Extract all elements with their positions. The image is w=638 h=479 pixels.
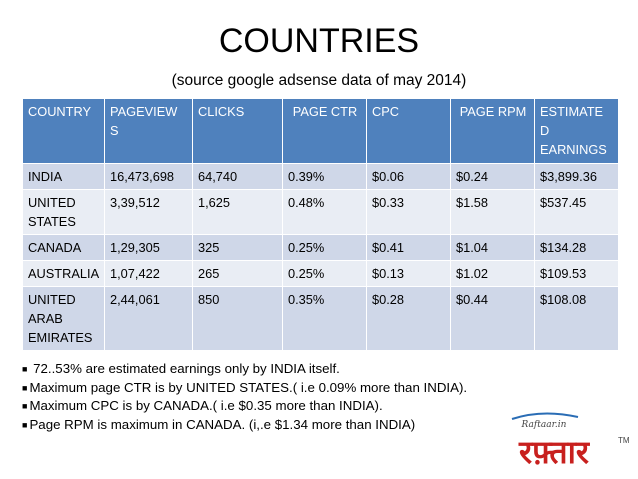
table-cell: 265 xyxy=(192,260,283,287)
list-item: ■ 72..53% are estimated earnings only by… xyxy=(22,360,467,379)
table-cell: $0.33 xyxy=(366,189,451,235)
table-row: CANADA 1,29,305 325 0.25% $0.41 $1.04 $1… xyxy=(22,234,619,261)
list-item: ■ Maximum page CTR is by UNITED STATES.( … xyxy=(22,379,467,398)
table-row: UNITED ARAB EMIRATES 2,44,061 850 0.35% … xyxy=(22,286,619,351)
table-cell: $109.53 xyxy=(534,260,619,287)
table-cell: $1.58 xyxy=(450,189,535,235)
square-bullet-icon: ■ xyxy=(22,419,28,430)
column-header: CLICKS xyxy=(192,98,283,164)
table-cell: 1,07,422 xyxy=(104,260,193,287)
table-cell: 1,29,305 xyxy=(104,234,193,261)
table-cell: $0.13 xyxy=(366,260,451,287)
column-header: PAGE CTR xyxy=(282,98,367,164)
table-cell: 325 xyxy=(192,234,283,261)
note-text: Maximum CPC is by CANADA.( i.e $0.35 mor… xyxy=(29,398,383,413)
table-row: UNITED STATES 3,39,512 1,625 0.48% $0.33… xyxy=(22,189,619,235)
column-header: PAGE RPM xyxy=(450,98,535,164)
table-cell: UNITED ARAB EMIRATES xyxy=(22,286,105,351)
table-cell: UNITED STATES xyxy=(22,189,105,235)
table-cell: 850 xyxy=(192,286,283,351)
note-text: Page RPM is maximum in CANADA. (i,.e $1.… xyxy=(29,416,416,432)
table-cell: 1,625 xyxy=(192,189,283,235)
table-cell: $134.28 xyxy=(534,234,619,261)
table-cell: 64,740 xyxy=(192,163,283,190)
column-header: COUNTRY xyxy=(22,98,105,164)
table-row: INDIA 16,473,698 64,740 0.39% $0.06 $0.2… xyxy=(22,163,619,190)
countries-table: COUNTRY PAGEVIEW S CLICKS PAGE CTR CPC P… xyxy=(22,98,619,351)
table-cell: 0.25% xyxy=(282,234,367,261)
table-cell: 0.48% xyxy=(282,189,367,235)
square-bullet-icon: ■ xyxy=(22,364,28,374)
table-cell: 0.25% xyxy=(282,260,367,287)
table-cell: $0.24 xyxy=(450,163,535,190)
table-cell: $1.02 xyxy=(450,260,535,287)
table-cell: 0.35% xyxy=(282,286,367,351)
table-cell: $0.28 xyxy=(366,286,451,351)
list-item: ■ Maximum CPC is by CANADA.( i.e $0.35 mo… xyxy=(22,397,467,416)
logo-trademark: TM xyxy=(618,436,630,445)
table-cell: $1.04 xyxy=(450,234,535,261)
table-cell: 3,39,512 xyxy=(104,189,193,235)
table-cell: $108.08 xyxy=(534,286,619,351)
table-cell: INDIA xyxy=(22,163,105,190)
page-title: COUNTRIES xyxy=(218,22,420,60)
table-row: AUSTRALIA 1,07,422 265 0.25% $0.13 $1.02… xyxy=(22,260,619,287)
column-header: PAGEVIEW S xyxy=(104,98,193,164)
list-item: ■ Page RPM is maximum in CANADA. (i,.e $1… xyxy=(22,416,467,435)
table-cell: $0.06 xyxy=(366,163,451,190)
table-cell: 16,473,698 xyxy=(104,163,193,190)
raftaar-logo: Raftaar.in रफ़्तार TM xyxy=(511,412,630,471)
table-cell: $3,899.36 xyxy=(534,163,619,190)
table-cell: $537.45 xyxy=(534,189,619,235)
table-cell: CANADA xyxy=(22,234,105,261)
logo-wordmark: रफ़्तार xyxy=(518,433,591,471)
logo-tagline: Raftaar.in xyxy=(521,420,567,430)
column-header: ESTIMATE D EARNINGS xyxy=(534,98,619,164)
column-header: CPC xyxy=(366,98,451,164)
square-bullet-icon: ■ xyxy=(22,382,28,393)
notes-list: ■ 72..53% are estimated earnings only by… xyxy=(22,360,467,434)
table-cell: $0.44 xyxy=(450,286,535,351)
note-text: Maximum page CTR is by UNITED STATES.( i… xyxy=(29,379,468,395)
square-bullet-icon: ■ xyxy=(22,401,28,411)
logo-swoosh xyxy=(511,412,579,420)
table-cell: 0.39% xyxy=(282,163,367,190)
table-cell: AUSTRALIA xyxy=(22,260,105,287)
table-cell: $0.41 xyxy=(366,234,451,261)
page-subtitle: (source google adsense data of may 2014) xyxy=(171,72,467,89)
note-text: 72..53% are estimated earnings only by I… xyxy=(29,361,340,376)
table-cell: 2,44,061 xyxy=(104,286,193,351)
table-header-row: COUNTRY PAGEVIEW S CLICKS PAGE CTR CPC P… xyxy=(22,98,619,164)
